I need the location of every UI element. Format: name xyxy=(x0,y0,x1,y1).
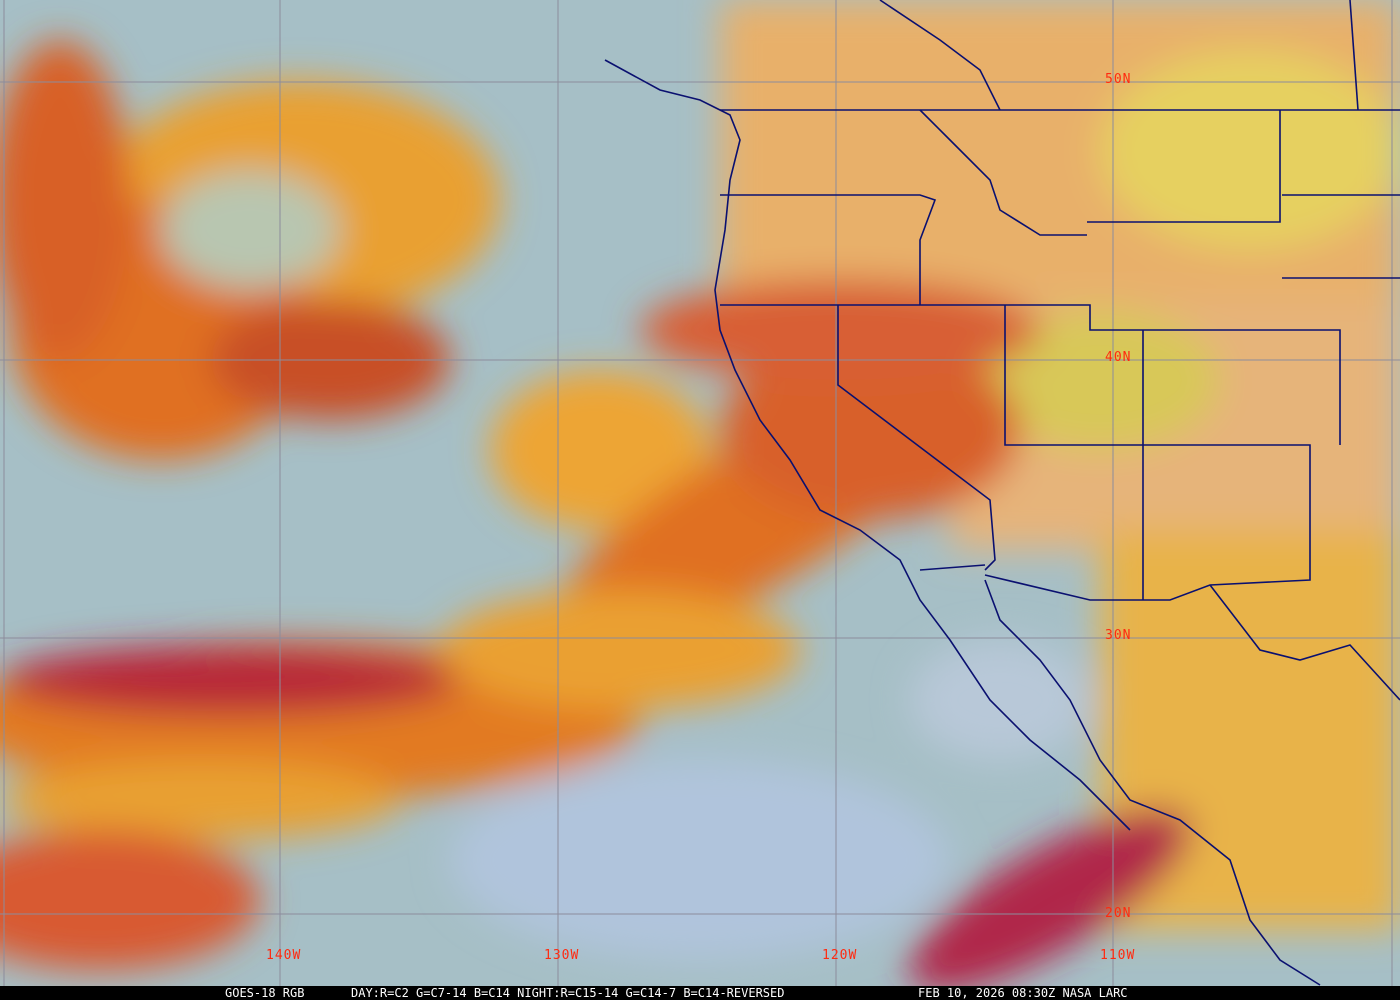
lat-label-20n: 20N xyxy=(1105,906,1132,921)
lat-label-30n: 30N xyxy=(1105,628,1132,643)
lon-label-120w: 120W xyxy=(822,948,858,963)
caption-satellite: GOES-18 RGB xyxy=(225,986,305,1000)
lat-label-40n: 40N xyxy=(1105,350,1132,365)
lon-label-110w: 110W xyxy=(1100,948,1136,963)
caption-recipe: DAY:R=C2 G=C7-14 B=C14 NIGHT:R=C15-14 G=… xyxy=(351,986,785,1000)
caption-bar: GOES-18 RGB DAY:R=C2 G=C7-14 B=C14 NIGHT… xyxy=(0,986,1400,1000)
lon-label-130w: 130W xyxy=(544,948,580,963)
coastlines-and-borders xyxy=(604,0,1400,986)
lon-label-140w: 140W xyxy=(266,948,302,963)
caption-timestamp: FEB 10, 2026 08:30Z NASA LARC xyxy=(918,986,1128,1000)
lat-label-50n: 50N xyxy=(1105,72,1132,87)
